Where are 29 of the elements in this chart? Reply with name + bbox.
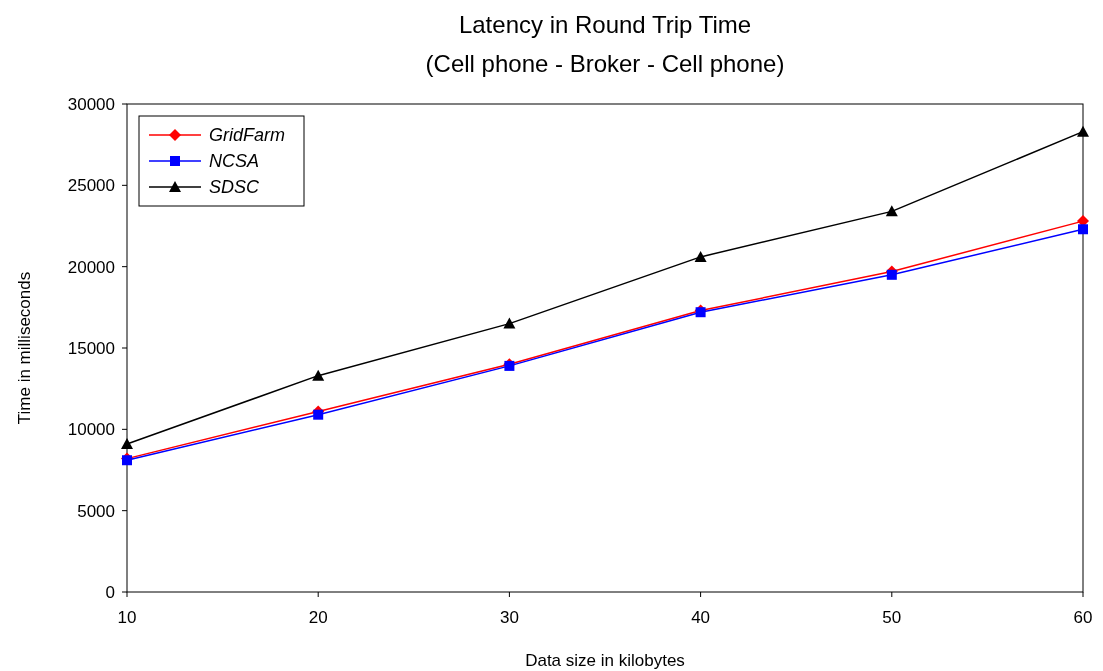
x-tick-label: 10 [117,608,137,627]
x-axis-title: Data size in kilobytes [525,651,685,670]
x-tick-label: 20 [308,608,328,627]
x-tick-label: 50 [882,608,902,627]
x-tick-label: 30 [499,608,519,627]
point [503,317,516,329]
y-tick-label: 20000 [67,257,115,277]
y-tick-label: 25000 [67,176,115,196]
legend-label: SDSC [209,177,261,197]
x-tick-label: 60 [1073,608,1093,627]
y-tick-label: 10000 [67,420,115,440]
point [121,437,133,449]
point [694,250,707,262]
y-tick-label: 0 [105,583,115,602]
point [313,409,324,420]
x-tick-label: 40 [691,608,711,627]
y-tick-label: 15000 [67,339,115,358]
y-tick-label: 30000 [67,95,115,114]
point [886,269,897,280]
chart-title: Latency in Round Trip Time [458,11,752,38]
point [885,205,898,217]
y-axis-title: Time in milliseconds [15,271,34,425]
point [312,369,325,381]
y-tick-label: 5000 [77,501,115,521]
legend-label: GridFarm [209,125,285,145]
chart-subtitle: (Cell phone - Broker - Cell phone) [425,50,785,77]
point [1077,125,1089,137]
legend-label: NCSA [209,151,260,171]
point [1078,224,1088,235]
